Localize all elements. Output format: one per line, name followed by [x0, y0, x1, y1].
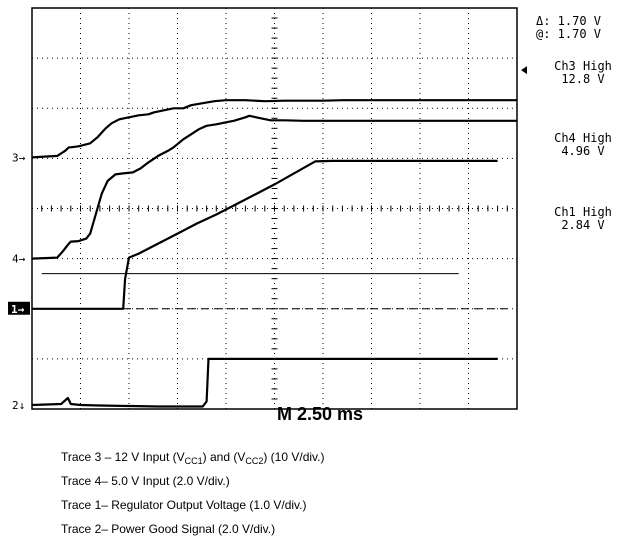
caption-trace-1: Trace 1– Regulator Output Voltage (1.0 V… [61, 498, 307, 512]
marker-3-label: 3→ [12, 151, 26, 164]
oscilloscope-plot: 3→ 4→ 1→ 2↓ [8, 7, 527, 410]
channel-markers: 3→ 4→ 1→ 2↓ [8, 66, 527, 410]
reference-lines [32, 273, 507, 310]
trace-1-line [32, 159, 498, 310]
ch4-readout-value: 4.96 V [561, 144, 605, 158]
trace-4-line [31, 114, 517, 260]
ch3-readout-value: 12.8 V [561, 72, 605, 86]
marker-2-label: 2↓ [12, 399, 25, 410]
graticule [31, 7, 518, 410]
trace-2-line [31, 357, 498, 408]
caption-trace-3: Trace 3 – 12 V Input (VCC1) and (VCC2) (… [61, 450, 325, 466]
marker-1-label: 1→ [11, 303, 25, 316]
caption-trace-2: Trace 2– Power Good Signal (2.0 V/div.) [61, 522, 276, 536]
trace-3-line [31, 99, 517, 159]
marker-1-box [8, 301, 30, 315]
ch1-readout-name: Ch1 High [554, 205, 612, 219]
ch4-readout-name: Ch4 High [554, 131, 612, 145]
ch1-readout-value: 2.84 V [561, 218, 605, 232]
trigger-level-arrow [521, 66, 527, 75]
marker-4-label: 4→ [12, 253, 26, 266]
cursor-at-readout: @: 1.70 V [536, 27, 602, 41]
plot-border [31, 7, 518, 410]
timebase-label: M 2.50 ms [276, 404, 364, 424]
waveform-traces [31, 99, 517, 408]
ch3-readout-name: Ch3 High [554, 59, 612, 73]
cursor-delta-readout: Δ: 1.70 V [536, 14, 602, 28]
caption-trace-4: Trace 4– 5.0 V Input (2.0 V/div.) [61, 474, 230, 488]
